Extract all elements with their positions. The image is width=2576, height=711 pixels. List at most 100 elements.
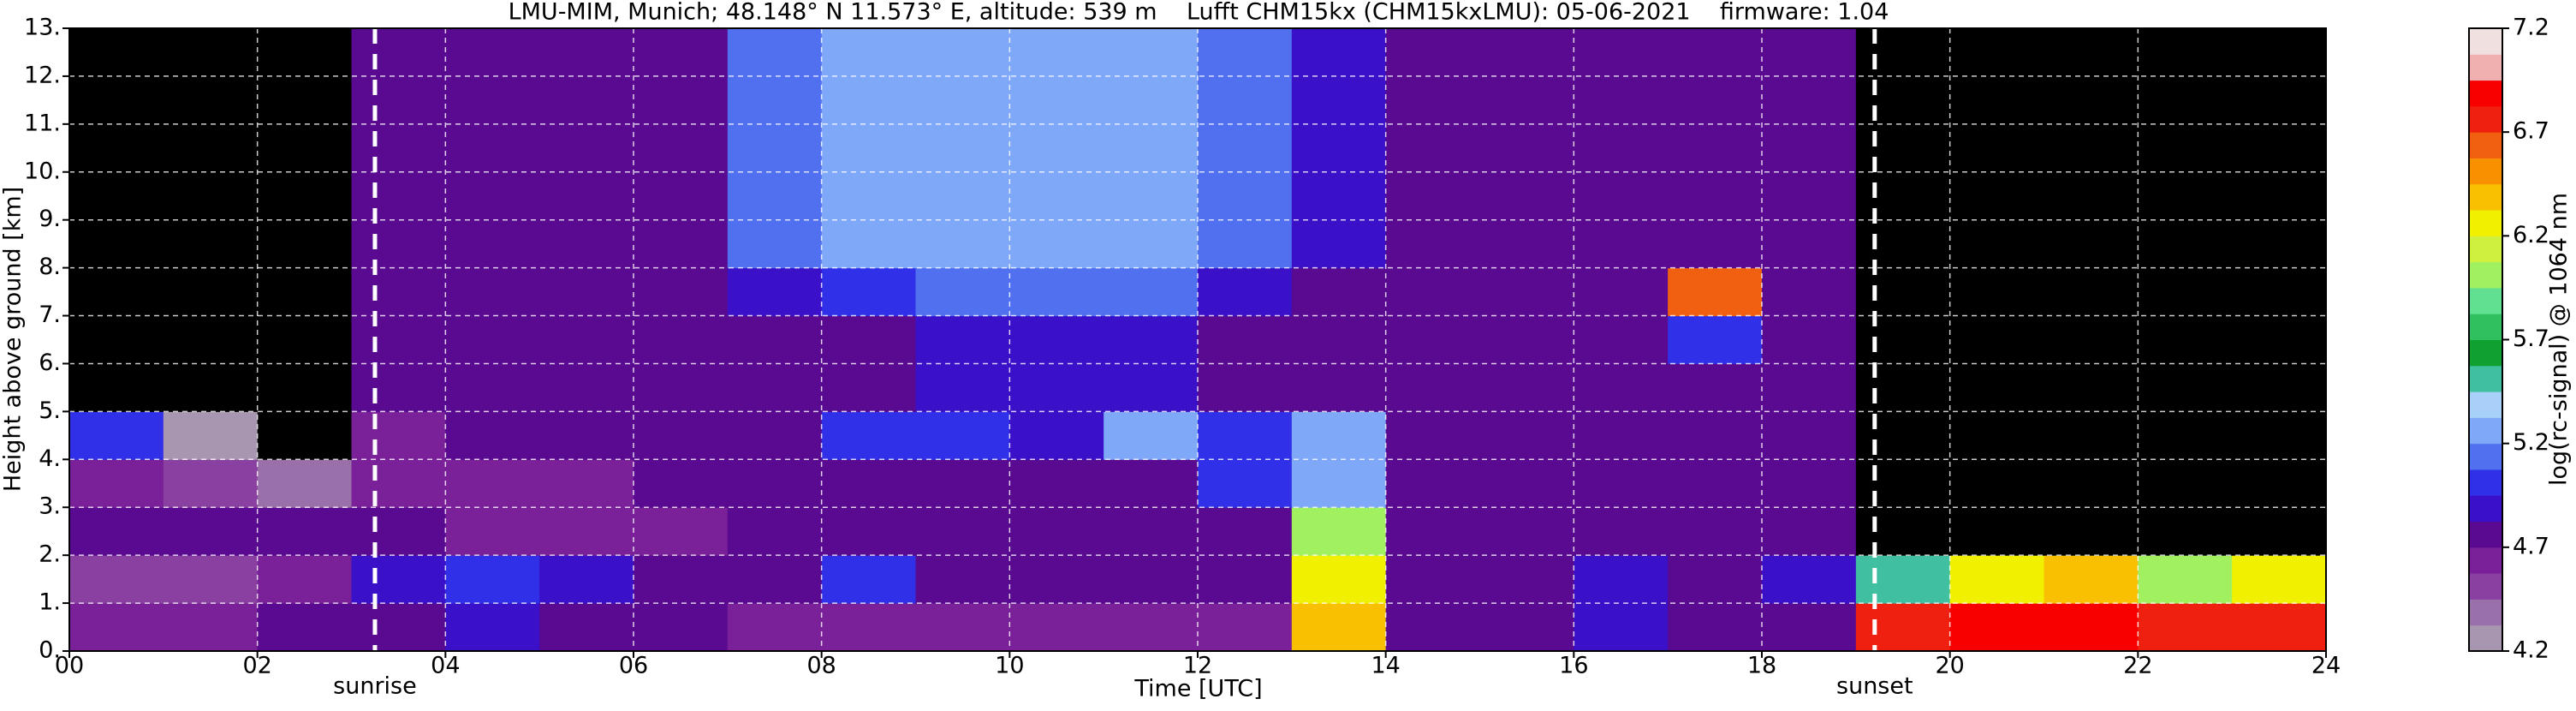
heatmap-cell <box>2232 411 2327 460</box>
heatmap-cell <box>69 171 164 221</box>
heatmap-cell <box>351 363 446 412</box>
heatmap-cell <box>1009 171 1104 221</box>
heatmap-cell <box>69 123 164 173</box>
heatmap-cell <box>2138 363 2233 412</box>
colorbar-tick-label: 4.7 <box>2513 533 2549 559</box>
heatmap-cell <box>1479 459 1574 508</box>
heatmap-cell <box>1574 219 1669 269</box>
heatmap-cell <box>351 28 446 77</box>
colorbar-swatch <box>2469 105 2502 133</box>
heatmap-cell <box>1762 459 1857 508</box>
heatmap-cell <box>1855 555 1951 604</box>
heatmap-cell <box>1762 555 1857 604</box>
heatmap-cell <box>69 75 164 125</box>
heatmap-cell <box>1479 411 1574 460</box>
heatmap-cell <box>69 411 164 460</box>
heatmap-cell <box>69 555 164 604</box>
heatmap-cell <box>257 411 352 460</box>
heatmap-cell <box>634 28 729 77</box>
x-tick-label: 20 <box>1935 653 1964 679</box>
heatmap-cell <box>821 411 916 460</box>
heatmap-cell <box>1762 315 1857 364</box>
heatmap-cell <box>351 507 446 556</box>
heatmap-cell <box>257 603 352 652</box>
heatmap-cell <box>1949 507 2044 556</box>
heatmap-cell <box>1009 555 1104 604</box>
heatmap-cell <box>163 28 259 77</box>
heatmap-cell <box>445 123 540 173</box>
heatmap-cell <box>634 267 729 317</box>
heatmap-cell <box>163 459 259 508</box>
x-tick-label: 04 <box>431 653 460 679</box>
heatmap-cell <box>539 315 634 364</box>
heatmap-cell <box>1291 411 1387 460</box>
heatmap-cell <box>1668 603 1763 652</box>
heatmap-cell <box>1574 123 1669 173</box>
heatmap-cell <box>445 363 540 412</box>
heatmap-cell <box>1385 219 1480 269</box>
heatmap-cell <box>1291 363 1387 412</box>
colorbar-swatch <box>2469 236 2502 263</box>
y-tick-label: 11. <box>24 110 61 136</box>
heatmap-cell <box>1385 267 1480 317</box>
heatmap-cell <box>1198 363 1293 412</box>
heatmap-cell <box>445 555 540 604</box>
heatmap-cell <box>445 171 540 221</box>
colorbar-tick-label: 5.7 <box>2513 326 2549 352</box>
heatmap-cell <box>539 219 634 269</box>
heatmap-cell <box>69 28 164 77</box>
heatmap-cell <box>1574 28 1669 77</box>
heatmap-cell <box>2232 123 2327 173</box>
heatmap-cell <box>2138 75 2233 125</box>
heatmap-cell <box>821 219 916 269</box>
colorbar-swatch <box>2469 210 2502 236</box>
y-tick-label: 4. <box>39 445 61 472</box>
heatmap-cell <box>1104 507 1199 556</box>
y-tick-label: 0. <box>39 637 61 664</box>
heatmap-cell <box>1479 363 1574 412</box>
chart-title: LMU-MIM, Munich; 48.148° N 11.573° E, al… <box>509 0 1889 26</box>
heatmap-cell <box>539 411 634 460</box>
heatmap-cell <box>1949 363 2044 412</box>
heatmap-cell <box>1009 75 1104 125</box>
heatmap-cell <box>2044 123 2139 173</box>
heatmap-cell <box>821 555 916 604</box>
colorbar-swatch <box>2469 417 2502 445</box>
heatmap-cell <box>2232 555 2327 604</box>
heatmap-cell <box>1668 267 1763 317</box>
heatmap-cell <box>1198 315 1293 364</box>
heatmap-cell <box>915 123 1010 173</box>
heatmap-cell <box>1385 555 1480 604</box>
heatmap-cell <box>1385 459 1480 508</box>
heatmap-cell <box>634 171 729 221</box>
heatmap-cell <box>1009 123 1104 173</box>
heatmap-cell <box>1479 75 1574 125</box>
heatmap-cell <box>351 267 446 317</box>
heatmap-cell <box>351 603 446 652</box>
y-tick-label: 1. <box>39 589 61 616</box>
heatmap-cell <box>163 555 259 604</box>
heatmap-cell <box>1855 28 1951 77</box>
colorbar-tick-label: 5.2 <box>2513 429 2549 456</box>
heatmap-cell <box>1198 219 1293 269</box>
heatmap-cell <box>2138 267 2233 317</box>
heatmap-cell <box>634 507 729 556</box>
heatmap-cell <box>727 363 823 412</box>
heatmap-cell <box>163 171 259 221</box>
heatmap-cell <box>257 28 352 77</box>
x-tick-label: 06 <box>619 653 648 679</box>
heatmap-cell <box>634 219 729 269</box>
y-tick-label: 13. <box>24 15 61 41</box>
heatmap-cell <box>69 459 164 508</box>
heatmap-cell <box>1104 603 1199 652</box>
heatmap-cell <box>1762 28 1857 77</box>
heatmap-cell <box>257 75 352 125</box>
heatmap-cell <box>69 507 164 556</box>
heatmap-cell <box>1291 267 1387 317</box>
heatmap-cell <box>634 75 729 125</box>
heatmap-cell <box>1198 603 1293 652</box>
heatmap-cell <box>1479 123 1574 173</box>
heatmap-cell <box>1668 411 1763 460</box>
heatmap-cell <box>915 28 1010 77</box>
